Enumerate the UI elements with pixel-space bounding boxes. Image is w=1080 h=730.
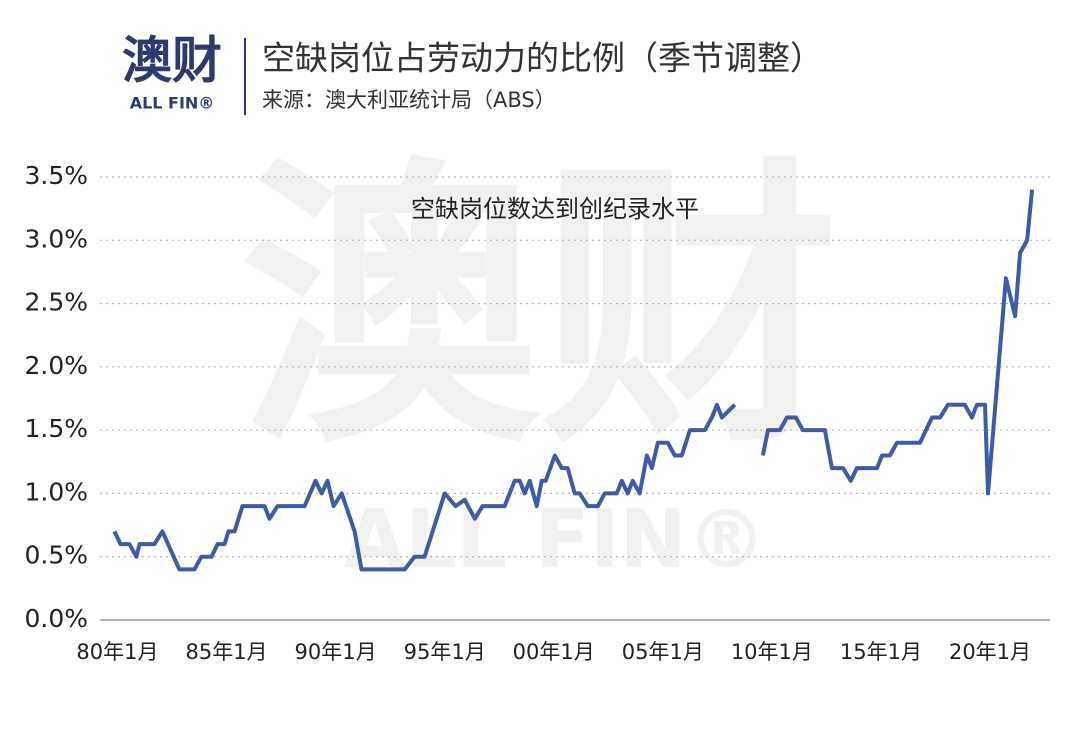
y-tick-label: 3.0% [24,224,88,253]
y-tick-label: 2.0% [24,351,88,380]
y-tick-label: 0.5% [24,541,88,570]
logo-sub: ALL FIN® [130,94,215,113]
x-tick-label: 85年1月 [185,640,267,664]
watermark: 澳财 [240,134,840,483]
x-tick-label: 90年1月 [295,640,377,664]
annotation: 空缺岗位数达到创纪录水平 [411,195,699,223]
logo: 澳财 [122,32,222,90]
line [112,189,1035,572]
y-tick-label: 0.0% [24,604,88,633]
x-tick-label: 15年1月 [840,640,922,664]
y-tick-label: 3.5% [24,161,88,190]
x-tick-label: 80年1月 [76,640,158,664]
watermark-sub: ALL FIN® [343,493,766,586]
y-tick-label: 1.5% [24,414,88,443]
x-tick-label: 00年1月 [513,640,595,664]
x-tick-label: 10年1月 [731,640,813,664]
x-tick-label: 20年1月 [949,640,1031,664]
y-tick-label: 2.5% [24,288,88,317]
chart-subtitle: 来源：澳大利亚统计局（ABS） [262,88,556,112]
chart-title: 空缺岗位占劳动力的比例（季节调整） [262,39,823,78]
x-tick-label: 95年1月 [404,640,486,664]
x-tick-label: 05年1月 [622,640,704,664]
y-tick-label: 1.0% [24,477,88,506]
